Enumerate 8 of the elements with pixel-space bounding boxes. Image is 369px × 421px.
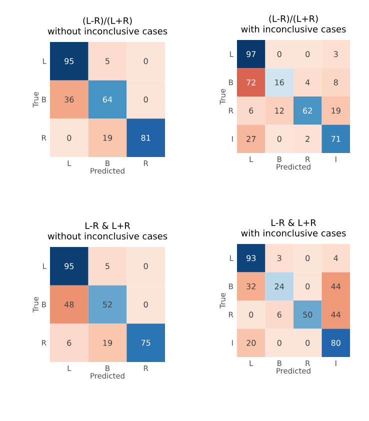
chart-title: (L-R)/(L+R)	[269, 15, 318, 24]
chart-title: L-R & L+R	[86, 222, 130, 230]
chart-subtitle: with inconclusive cases	[241, 26, 346, 32]
chart-title: L-R & L+R	[272, 219, 316, 226]
chart-subtitle: without inconclusive cases	[48, 28, 168, 34]
chart-subtitle: with inconclusive cases	[241, 230, 346, 236]
chart-subtitle: without inconclusive cases	[48, 232, 168, 240]
chart-title: (L-R)/(L+R)	[83, 17, 132, 26]
